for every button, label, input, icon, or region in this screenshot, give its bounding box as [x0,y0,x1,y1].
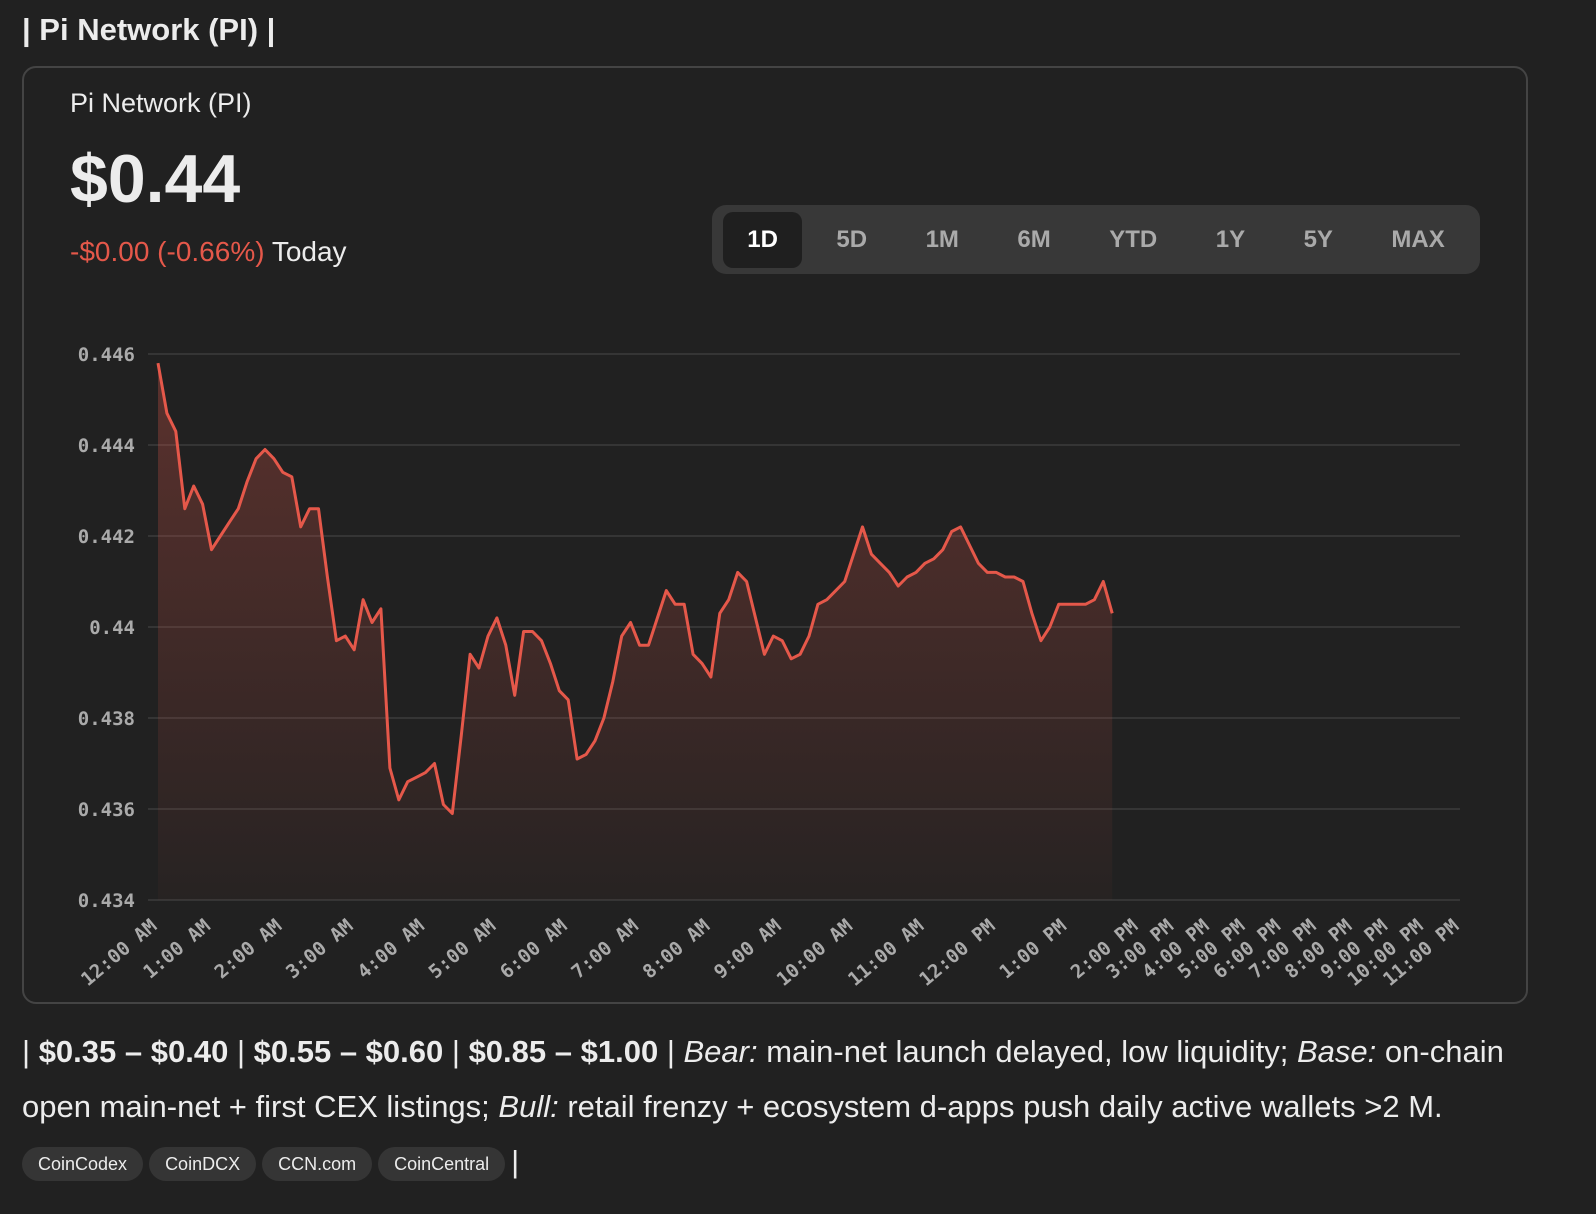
range-button[interactable]: 6M [1017,225,1051,253]
summary-text: $0.85 – $1.00 [468,1034,659,1069]
summary-text: main-net launch delayed, low liquidity; [766,1034,1289,1069]
source-chip[interactable]: CoinCentral [378,1146,506,1181]
chart-card [22,66,1528,1004]
summary-text: Bear: [683,1034,758,1069]
summary-text: | [236,1034,245,1069]
range-button[interactable]: 1D [723,211,802,268]
y-tick-label: 0.44 [89,617,135,639]
x-tick-label: 3:00 AM [282,915,357,983]
source-chip[interactable]: CoinDCX [149,1146,257,1181]
y-tick-label: 0.442 [78,526,135,548]
y-tick-label: 0.446 [78,344,135,366]
range-button[interactable]: MAX [1391,225,1445,253]
x-tick-label: 5:00 AM [425,915,500,983]
summary-text: $0.35 – $0.40 [38,1034,229,1069]
x-tick-label: 10:00 AM [773,915,857,991]
summary-text: | [451,1034,460,1069]
summary: | $0.35 – $0.40 | $0.55 – $0.60 | $0.85 … [22,1024,1542,1189]
range-button[interactable]: 5D [836,225,868,253]
x-tick-label: 7:00 AM [567,915,642,983]
x-tick-label: 1:00 PM [995,915,1070,983]
change-row: -$0.00 (-0.66%) Today [70,236,347,268]
summary-end: | [511,1144,520,1179]
summary-text: Bull: [498,1089,559,1124]
x-tick-label: 8:00 AM [639,915,714,983]
range-button[interactable]: YTD [1109,225,1158,253]
source-chip[interactable]: CoinCodex [22,1146,144,1181]
page-title: | Pi Network (PI) | [22,12,276,47]
range-button[interactable]: 5Y [1303,225,1333,253]
x-tick-label: 4:00 AM [353,915,428,983]
x-tick-label: 6:00 AM [496,915,571,983]
summary-text: | [22,1034,31,1069]
range-button[interactable]: 1Y [1215,225,1246,253]
y-tick-label: 0.444 [78,435,135,457]
area-fill [158,363,1113,901]
summary-text: $0.55 – $0.60 [253,1034,444,1069]
range-selector: 1D 5D 1M 6M YTD 1Y 5Y MAX [712,205,1480,274]
price: $0.44 [70,141,241,217]
source-chip[interactable]: CCN.com [262,1146,373,1181]
price-line [156,362,1114,815]
y-tick-label: 0.438 [78,708,135,730]
summary-text: Base: [1297,1034,1377,1069]
range-button[interactable]: 1M [925,225,959,253]
summary-text: retail frenzy + ecosystem d-apps push da… [567,1089,1443,1124]
x-tick-label: 12:00 PM [915,915,999,991]
asset-name: Pi Network (PI) [70,88,252,118]
y-tick-label: 0.434 [78,890,135,912]
summary-text: | [666,1034,675,1069]
summary-text: on-chain open main-net + first CEX listi… [22,1034,1504,1124]
change: -$0.00 (-0.66%) [70,236,265,267]
y-tick-label: 0.436 [78,799,135,821]
x-tick-label: 11:00 AM [844,915,928,991]
chart: 0.434 0.436 0.438 0.44 0.442 0.444 0.446 12:00 … [77,344,1463,991]
x-tick-label: 12:00 AM [77,915,161,991]
period: Today [271,236,347,267]
x-tick-label: 2:00 AM [211,915,286,983]
